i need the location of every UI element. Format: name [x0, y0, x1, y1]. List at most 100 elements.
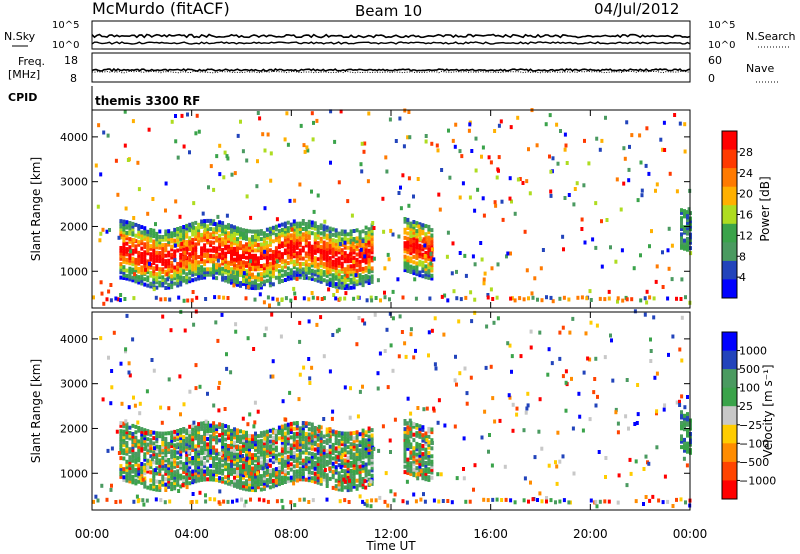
echo-cell [125, 443, 129, 448]
echo-cell [197, 457, 201, 461]
echo-cell [265, 483, 269, 488]
echo-cell [346, 431, 350, 436]
echo-cell [262, 233, 266, 238]
echo-cell [173, 470, 177, 475]
echo-cell [331, 262, 335, 267]
echo-cell [256, 477, 260, 482]
scatter-cell [489, 364, 493, 369]
echo-cell [361, 269, 365, 274]
echo-cell [292, 440, 296, 445]
ground-cell [383, 295, 387, 300]
scatter-cell [510, 296, 514, 301]
echo-cell [212, 445, 216, 450]
echo-cell [307, 230, 311, 235]
echo-cell [146, 235, 150, 240]
echo-cell [239, 264, 242, 269]
scatter-cell [399, 206, 403, 211]
ground-cell [666, 499, 670, 504]
echo-cell [319, 481, 323, 486]
echo-cell [271, 478, 275, 483]
colorbar-segment [722, 424, 737, 444]
echo-cell [424, 245, 428, 250]
echo-cell [203, 219, 207, 224]
echo-cell [271, 468, 275, 473]
echo-cell [197, 475, 201, 480]
echo-cell [274, 248, 278, 253]
echo-cell [310, 271, 314, 276]
ground-cell [504, 497, 508, 502]
echo-cell [188, 263, 192, 268]
echo-cell [233, 262, 236, 267]
scatter-cell [285, 111, 289, 116]
echo-cell [182, 440, 186, 445]
echo-cell [170, 473, 174, 478]
echo-cell [427, 475, 431, 480]
scatter-cell [678, 403, 682, 407]
echo-cell [686, 210, 689, 215]
echo-cell [143, 479, 147, 484]
echo-cell [424, 275, 428, 280]
echo-cell [182, 464, 186, 469]
y-tick-label: 1000 [60, 265, 88, 278]
scatter-cell [555, 464, 559, 469]
scatter-cell [663, 403, 667, 408]
scatter-cell [206, 391, 209, 396]
echo-cell [179, 454, 183, 459]
echo-cell [161, 235, 165, 239]
echo-cell [218, 468, 222, 472]
echo-cell [122, 467, 126, 472]
echo-cell [686, 441, 689, 446]
echo-cell [146, 445, 150, 450]
scatter-cell [114, 158, 118, 163]
echo-cell [406, 460, 410, 465]
echo-cell [224, 424, 228, 429]
scatter-cell [234, 329, 238, 334]
echo-cell [424, 224, 428, 229]
echo-cell [415, 458, 419, 462]
echo-cell [143, 468, 147, 473]
scatter-cell [292, 286, 296, 291]
echo-cell [310, 427, 314, 432]
echo-cell [248, 261, 251, 266]
echo-cell [242, 228, 245, 233]
scatter-cell [315, 118, 319, 123]
echo-cell [161, 455, 165, 460]
echo-cell [119, 251, 123, 256]
echo-cell [316, 435, 320, 439]
echo-cell [176, 477, 180, 482]
scatter-cell [116, 297, 120, 302]
echo-cell [221, 240, 225, 244]
scatter-cell [182, 298, 186, 303]
echo-cell [283, 229, 287, 234]
scatter-cell [409, 411, 413, 416]
echo-cell [239, 472, 242, 477]
echo-cell [182, 427, 186, 431]
echo-cell [409, 229, 413, 234]
echo-cell [158, 240, 162, 245]
echo-cell [191, 474, 195, 479]
echo-cell [683, 211, 686, 216]
echo-cell [370, 228, 374, 233]
scatter-cell [503, 464, 507, 469]
colorbar-segment [722, 131, 737, 151]
echo-cell [319, 433, 323, 438]
scatter-cell [529, 345, 533, 350]
echo-cell [328, 229, 332, 234]
scatter-cell [547, 347, 551, 352]
echo-cell [170, 468, 174, 473]
echo-cell [292, 469, 296, 474]
echo-cell [307, 427, 311, 432]
echo-cell [149, 254, 153, 259]
echo-cell [337, 231, 341, 236]
echo-cell [185, 250, 189, 255]
scatter-cell [436, 148, 440, 153]
ground-cell [361, 499, 365, 504]
scatter-cell [176, 155, 180, 160]
scatter-cell [332, 293, 336, 297]
colorbar-tick-label: 100 [739, 382, 760, 395]
echo-cell [256, 447, 260, 452]
scatter-cell [592, 390, 596, 395]
ground-cell [271, 296, 275, 301]
scatter-cell [661, 250, 664, 255]
scatter-cell [417, 224, 421, 229]
